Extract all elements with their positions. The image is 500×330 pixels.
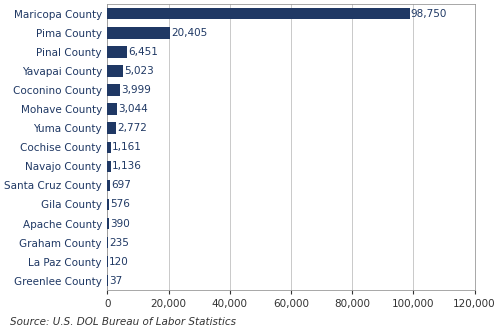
Bar [108, 122, 116, 134]
Bar [108, 8, 410, 19]
Text: 20,405: 20,405 [171, 28, 207, 38]
Text: 6,451: 6,451 [128, 47, 158, 57]
Bar [108, 84, 120, 96]
Text: 98,750: 98,750 [410, 9, 447, 19]
Text: 37: 37 [109, 276, 122, 286]
Text: 697: 697 [111, 181, 130, 190]
Text: 1,161: 1,161 [112, 142, 142, 152]
Text: 5,023: 5,023 [124, 66, 154, 76]
Text: 120: 120 [109, 257, 129, 267]
Text: 2,772: 2,772 [117, 123, 147, 133]
Text: 1,136: 1,136 [112, 161, 142, 171]
Bar [108, 27, 170, 39]
Bar [108, 161, 111, 172]
Bar [108, 65, 123, 77]
Text: 576: 576 [110, 199, 130, 210]
Text: 3,999: 3,999 [121, 85, 151, 95]
Text: 390: 390 [110, 218, 130, 229]
Text: 235: 235 [110, 238, 130, 248]
Bar [108, 103, 117, 115]
Text: Source: U.S. DOL Bureau of Labor Statistics: Source: U.S. DOL Bureau of Labor Statist… [10, 317, 236, 327]
Bar [108, 180, 110, 191]
Text: 3,044: 3,044 [118, 104, 148, 114]
Bar [108, 199, 109, 210]
Bar [108, 46, 127, 57]
Bar [108, 142, 111, 153]
